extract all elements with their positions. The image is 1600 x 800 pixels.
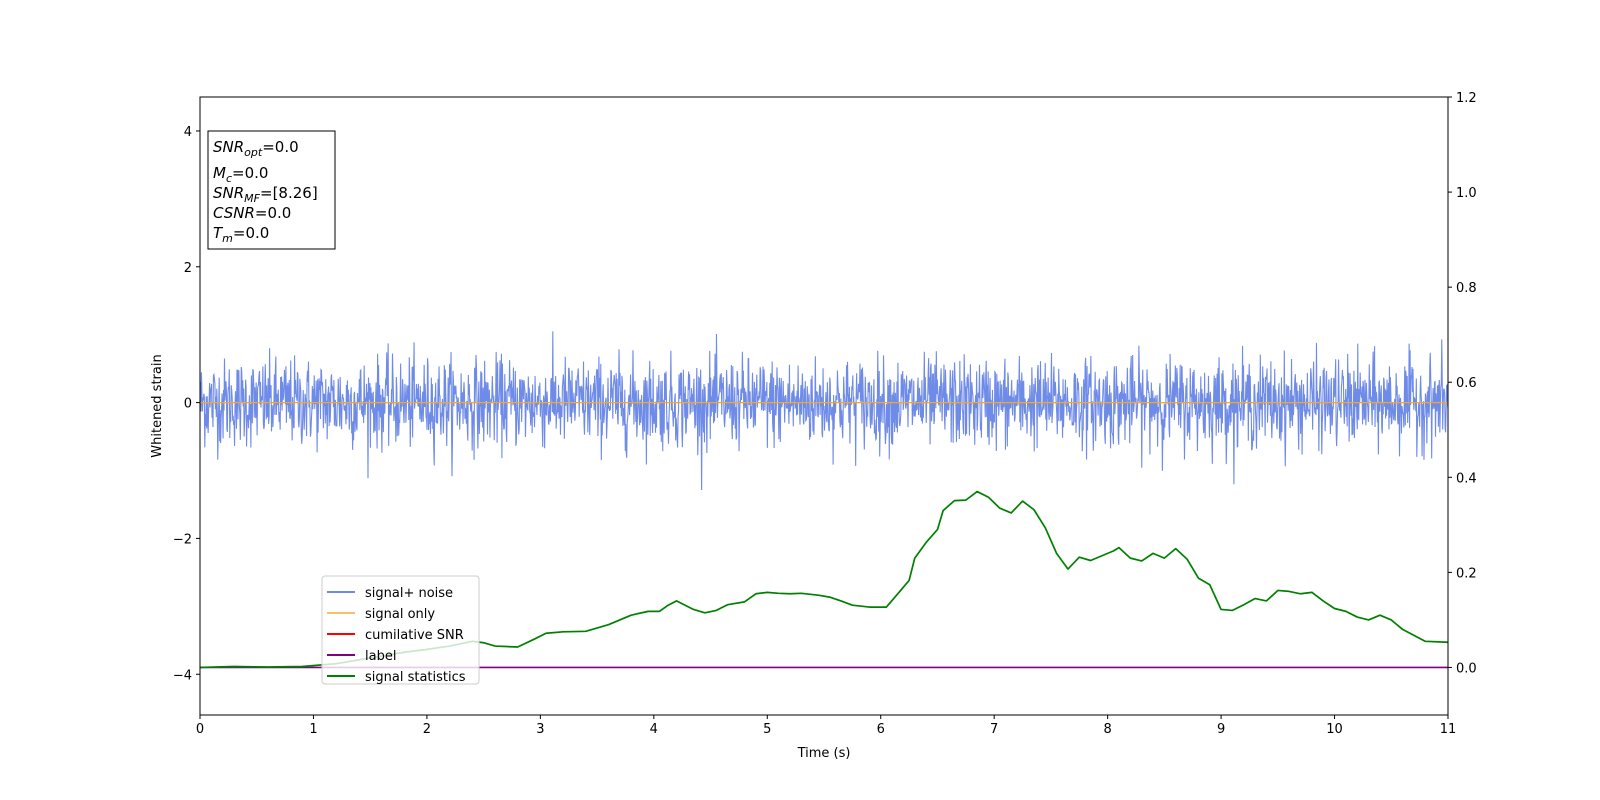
legend-frame bbox=[321, 575, 480, 685]
y2-tick-label: 0.8 bbox=[1456, 281, 1477, 296]
info-line: CSNR=0.0 bbox=[213, 204, 291, 222]
x-tick-label: 0 bbox=[196, 722, 204, 737]
y2-tick-label: 0.2 bbox=[1456, 566, 1477, 581]
legend-entry-label: signal statistics bbox=[365, 670, 466, 685]
y2-tick-label: 1.2 bbox=[1456, 91, 1477, 106]
legend: signal+ noise signal only cumilative SNR la… bbox=[321, 575, 480, 685]
info-line: SNRMF=[8.26] bbox=[213, 184, 318, 205]
y-tick-label: 2 bbox=[184, 261, 192, 276]
y2-tick-label: 1.0 bbox=[1456, 186, 1477, 201]
legend-entry-label: cumilative SNR bbox=[365, 628, 464, 643]
x-tick-label: 9 bbox=[1217, 722, 1225, 737]
y-axis-label: Whitened strain bbox=[150, 354, 165, 457]
legend-entry-label: signal only bbox=[365, 607, 435, 622]
x-tick-label: 7 bbox=[990, 722, 998, 737]
x-tick-label: 6 bbox=[877, 722, 885, 737]
y2-tick-label: 0.0 bbox=[1456, 661, 1477, 676]
x-tick-label: 1 bbox=[309, 722, 317, 737]
x-tick-label: 2 bbox=[423, 722, 431, 737]
series-signal-noise bbox=[199, 331, 1449, 491]
info-line: Mc=0.0 bbox=[213, 164, 268, 185]
legend-entry-label: label bbox=[365, 649, 396, 664]
x-tick-label: 8 bbox=[1103, 722, 1111, 737]
plot-border bbox=[199, 96, 1449, 716]
y2-tick-label: 0.6 bbox=[1456, 376, 1477, 391]
x-tick-label: 3 bbox=[536, 722, 544, 737]
axes-layer: 0 1 2 3 4 5 6 7 8 9 10 11 −4 −2 0 2 4 0.0 0.2 0.4 0.6 0.8 1.0 1… bbox=[173, 91, 1477, 737]
info-box-frame bbox=[207, 130, 336, 250]
y-tick-label: 4 bbox=[184, 125, 192, 140]
x-axis-label: Time (s) bbox=[797, 746, 851, 761]
y-tick-label: −4 bbox=[173, 668, 192, 683]
y2-tick-label: 0.4 bbox=[1456, 471, 1477, 486]
y-tick-label: −2 bbox=[173, 532, 192, 547]
info-line: SNRopt=0.0 bbox=[213, 138, 299, 159]
x-tick-label: 5 bbox=[763, 722, 771, 737]
y-tick-label: 0 bbox=[184, 397, 192, 412]
x-tick-label: 10 bbox=[1326, 722, 1343, 737]
info-line: Tm=0.0 bbox=[213, 224, 269, 245]
x-tick-label: 4 bbox=[650, 722, 658, 737]
legend-entry-label: signal+ noise bbox=[365, 586, 453, 601]
series-signal-statistics bbox=[199, 490, 1449, 669]
x-tick-label: 11 bbox=[1440, 722, 1457, 737]
